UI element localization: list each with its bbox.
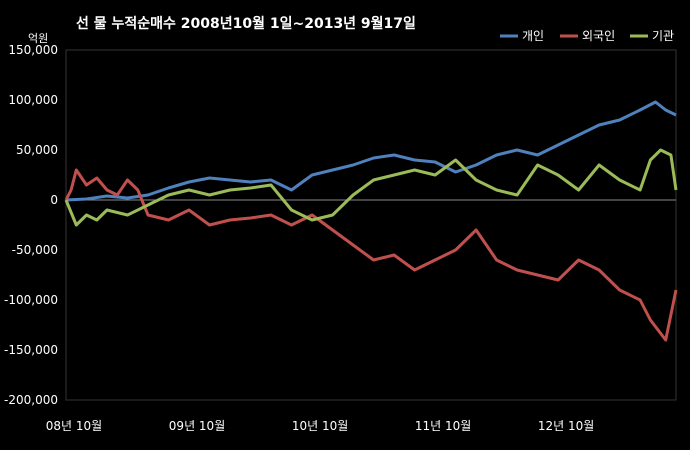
x-tick-label: 09년 10월 xyxy=(169,419,225,433)
y-tick-label: -100,000 xyxy=(4,293,58,307)
y-tick-label: 150,000 xyxy=(8,43,58,57)
x-tick-label: 08년 10월 xyxy=(46,419,102,433)
y-tick-label: -150,000 xyxy=(4,343,58,357)
legend-label-1: 개인 xyxy=(522,29,544,43)
legend-label-2: 외국인 xyxy=(582,29,615,43)
x-tick-label: 11년 10월 xyxy=(415,419,471,433)
series-line-3 xyxy=(64,148,678,227)
x-axis-ticks: 08년 10월 09년 10월 10년 10월 11년 10월 12년 10월 xyxy=(46,419,595,433)
plot-area xyxy=(65,49,677,401)
series-line-1 xyxy=(65,100,677,202)
chart-title: 선 물 누적순매수 2008년10월 1일~2013년 9월17일 xyxy=(76,15,416,32)
y-tick-label: 50,000 xyxy=(16,143,58,157)
x-tick-label: 10년 10월 xyxy=(292,419,348,433)
legend: 개인 외국인 기관 xyxy=(500,29,674,43)
legend-label-3: 기관 xyxy=(652,29,674,43)
y-axis-ticks: 150,000 100,000 50,000 0 -50,000 -100,000 -150… xyxy=(4,43,58,407)
x-tick-label: 12년 10월 xyxy=(538,419,594,433)
y-axis-label: 억원 xyxy=(28,32,48,45)
series-line-2 xyxy=(64,168,678,342)
y-tick-label: 0 xyxy=(50,193,58,207)
y-tick-label: 100,000 xyxy=(8,93,58,107)
series-lines xyxy=(64,100,678,342)
y-tick-label: -50,000 xyxy=(12,243,58,257)
y-tick-label: -200,000 xyxy=(4,393,58,407)
